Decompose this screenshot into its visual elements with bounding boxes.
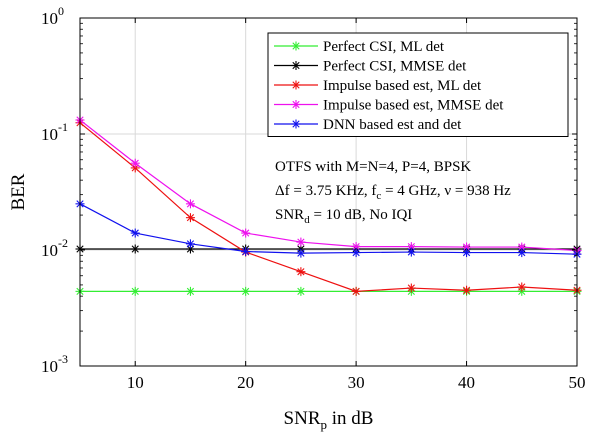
data-point xyxy=(517,248,527,258)
y-tick-label: 10 xyxy=(41,125,58,144)
series-line xyxy=(79,203,578,255)
annotation-line: OTFS with M=N=4, P=4, BPSK xyxy=(275,159,471,175)
annotation-subscript: d xyxy=(304,214,310,226)
annotation: OTFS with M=N=4, P=4, BPSK Δf = 3.75 KHz,… xyxy=(275,159,511,226)
data-point xyxy=(462,248,472,258)
x-tick-label: 40 xyxy=(458,373,475,392)
data-point xyxy=(185,199,195,209)
annotation-line: SNRd = 10 dB, No IQI xyxy=(275,207,412,226)
data-point xyxy=(462,285,472,295)
x-axis-title-sub: p xyxy=(321,417,328,432)
y-tick-label: 10 xyxy=(41,9,58,28)
series-line xyxy=(79,119,578,252)
series-line xyxy=(79,122,578,292)
data-point xyxy=(130,244,140,254)
data-point xyxy=(241,247,251,257)
annotation-segment: = 10 dB, No IQI xyxy=(310,207,413,223)
x-tick-labels: 10 20 30 40 50 xyxy=(127,373,586,392)
annotation-subscript: c xyxy=(376,190,381,202)
x-axis-title-main: SNR xyxy=(284,408,321,429)
annotation-segment: OTFS with M=N=4, P=4, BPSK xyxy=(275,159,471,175)
data-point xyxy=(406,283,416,293)
y-tick-label-exponent: -2 xyxy=(58,236,68,250)
annotation-segment: Δf = 3.75 KHz, f xyxy=(275,183,376,199)
y-tick-label-exponent: -1 xyxy=(58,120,68,134)
data-point xyxy=(517,282,527,292)
data-point xyxy=(130,158,140,168)
legend-label: Perfect CSI, ML det xyxy=(323,39,445,55)
data-point xyxy=(296,237,306,247)
legend-entry: DNN based est and det xyxy=(274,117,462,133)
annotation-line: Δf = 3.75 KHz, fc = 4 GHz, ν = 938 Hz xyxy=(275,183,511,202)
annotation-segment: = 4 GHz, ν = 938 Hz xyxy=(381,183,511,199)
legend-label: DNN based est and det xyxy=(323,117,462,133)
legend-label: Impulse based est, ML det xyxy=(323,78,482,94)
data-point xyxy=(241,286,251,296)
x-tick-label: 30 xyxy=(348,373,365,392)
ticks xyxy=(80,17,578,367)
data-point xyxy=(296,286,306,296)
y-tick-label-exponent: -3 xyxy=(58,352,68,366)
data-point xyxy=(130,228,140,238)
data-point xyxy=(296,248,306,258)
legend-entry: Impulse based est, ML det xyxy=(274,78,482,94)
data-point xyxy=(406,247,416,257)
data-point xyxy=(351,242,361,252)
legend: Perfect CSI, ML det Perfect CSI, MMSE det… xyxy=(267,32,569,137)
legend-label: Impulse based est, MMSE det xyxy=(323,98,504,114)
y-tick-label: 10 xyxy=(41,241,58,260)
annotation-segment: SNR xyxy=(275,207,304,223)
x-axis-title: SNRp in dB xyxy=(284,408,374,432)
data-point xyxy=(185,286,195,296)
legend-marker xyxy=(291,100,301,109)
y-axis-title: BER xyxy=(8,173,29,210)
y-tick-label: 10 xyxy=(41,357,58,376)
legend-marker xyxy=(291,41,301,51)
x-tick-label: 10 xyxy=(127,373,144,392)
x-axis-title-rest: in dB xyxy=(327,408,373,429)
legend-entry: Perfect CSI, ML det xyxy=(274,39,445,55)
y-tick-label-exponent: 0 xyxy=(58,4,64,18)
legend-marker xyxy=(291,80,301,90)
legend-label: Perfect CSI, MMSE det xyxy=(323,59,467,75)
axes-frame xyxy=(79,17,578,367)
x-tick-label: 50 xyxy=(569,373,586,392)
legend-entry: Perfect CSI, MMSE det xyxy=(274,59,467,75)
legend-entry: Impulse based est, MMSE det xyxy=(274,98,504,114)
legend-marker xyxy=(291,119,301,129)
x-tick-label: 20 xyxy=(237,373,254,392)
data-point xyxy=(296,267,306,277)
data-point xyxy=(130,286,140,296)
data-point xyxy=(351,286,361,296)
legend-marker xyxy=(291,61,301,70)
data-point xyxy=(185,239,195,249)
data-point xyxy=(241,228,251,238)
data-point xyxy=(351,248,361,258)
data-point xyxy=(185,213,195,223)
